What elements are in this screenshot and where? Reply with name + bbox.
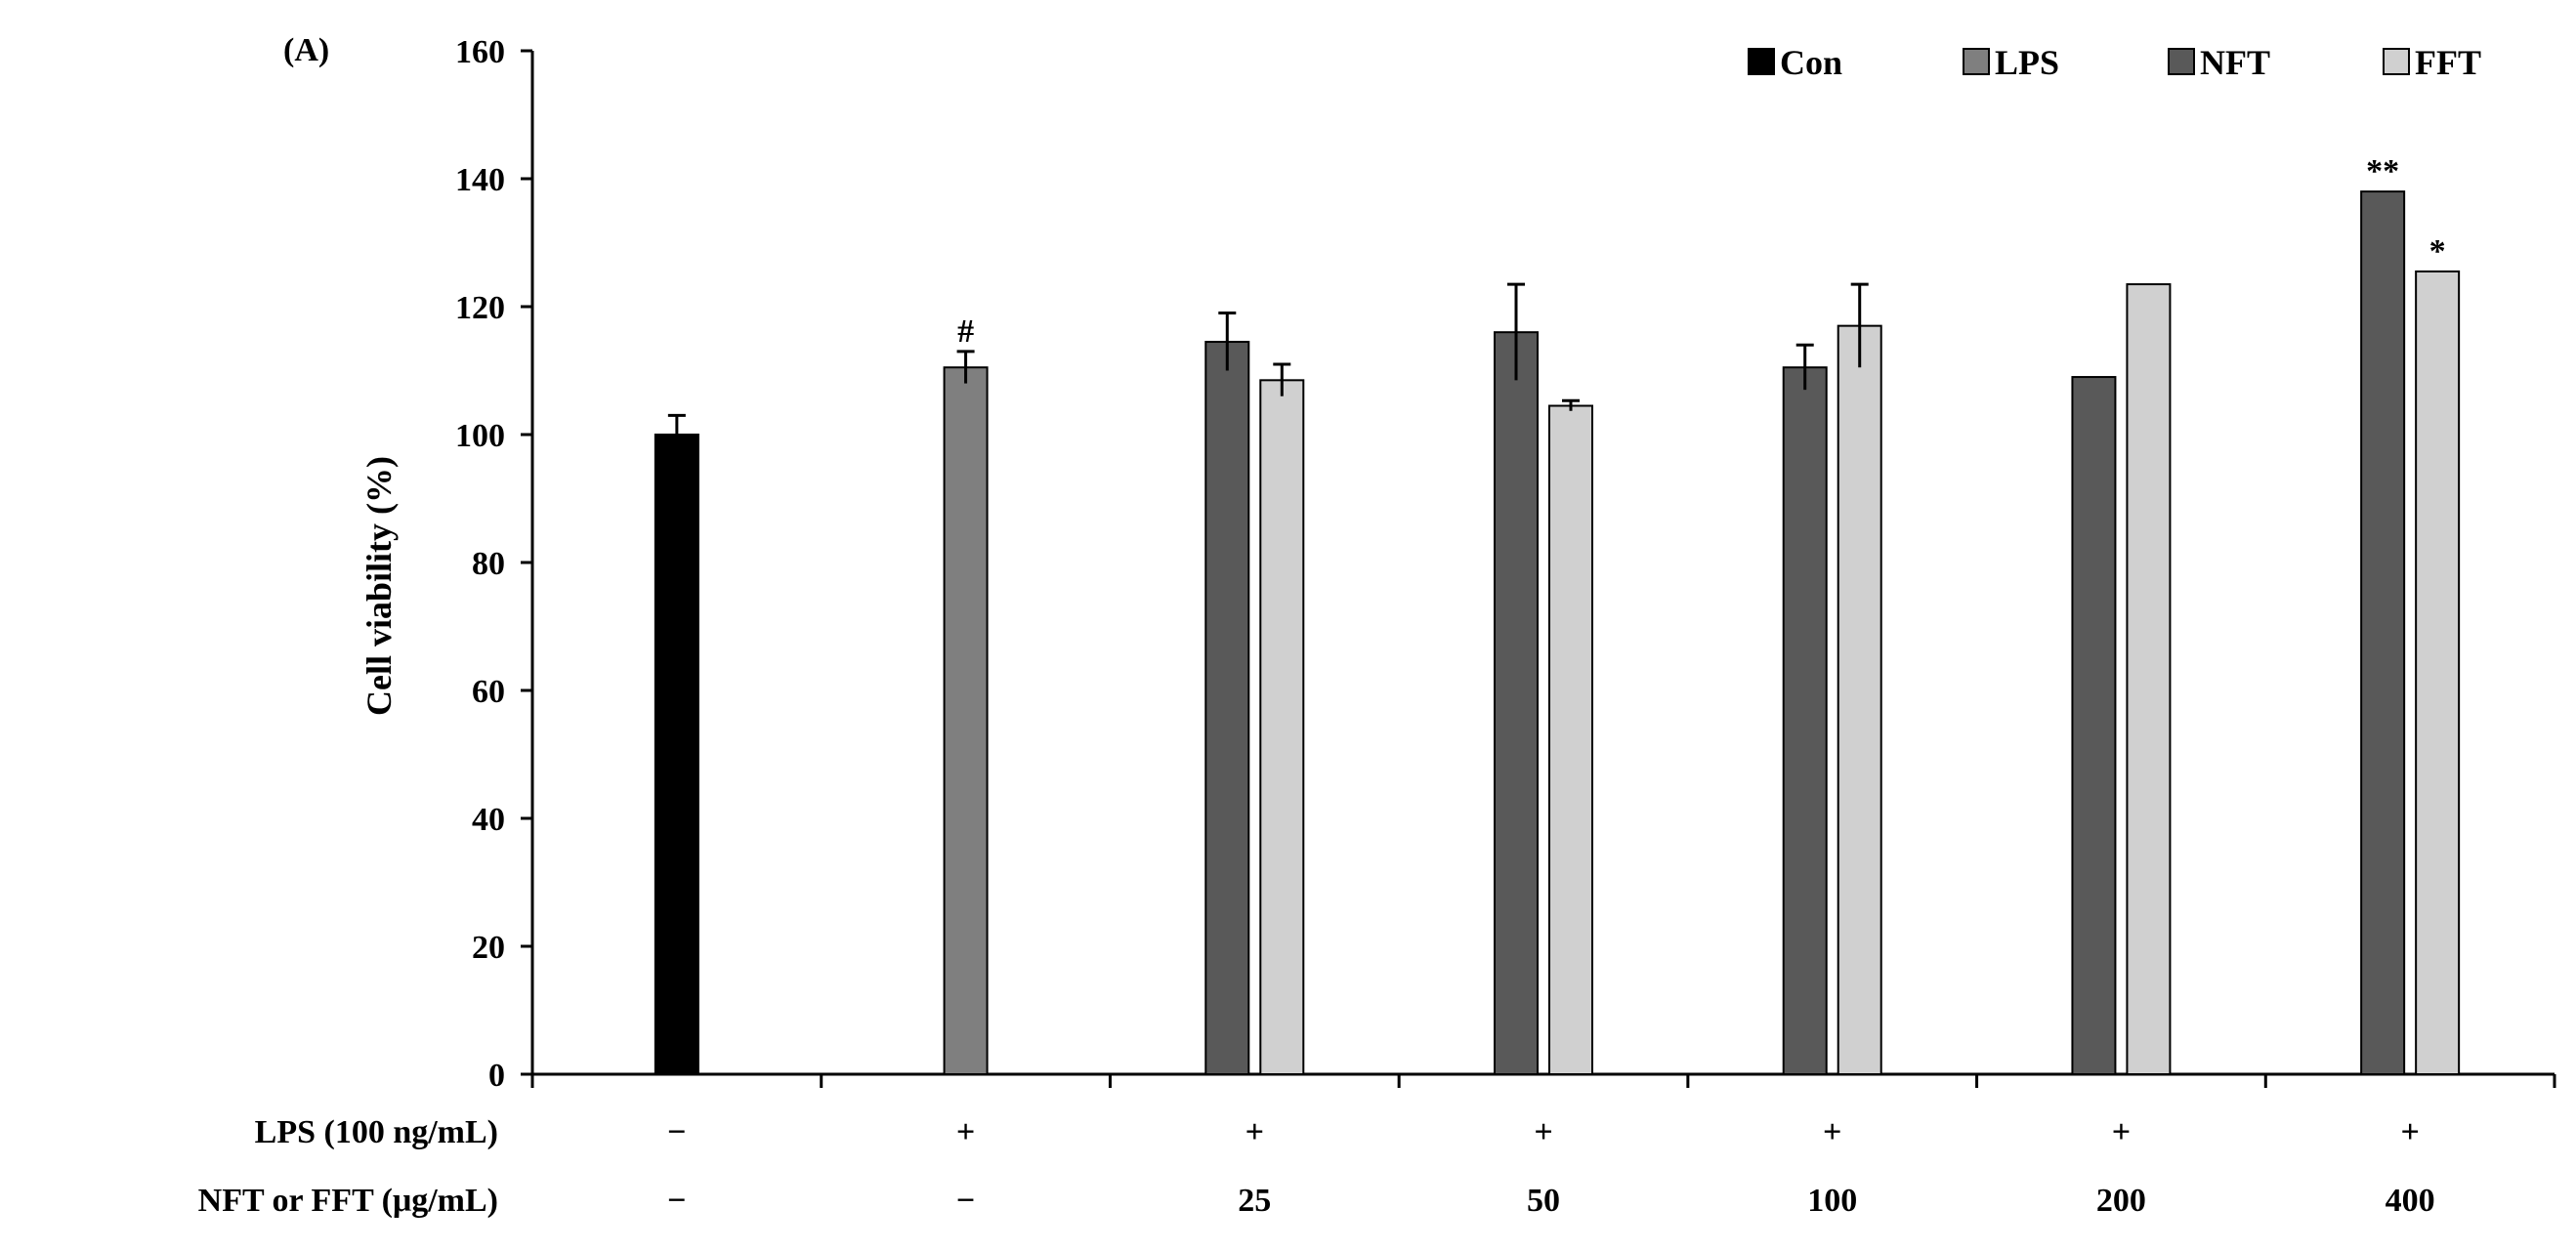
bar-lps (943, 366, 989, 1076)
dose-value: − (667, 1183, 686, 1219)
y-tick-label: 0 (488, 1058, 505, 1094)
bar-fft (1259, 379, 1305, 1075)
bar-nft (2071, 376, 2117, 1075)
bar-nft (1204, 341, 1250, 1075)
y-tick-label: 40 (472, 802, 505, 838)
lps-value: − (667, 1114, 686, 1150)
x-axis-rows: LPS (100 ng/mL) NFT or FFT (μg/mL) − − + − +25… (198, 1114, 2435, 1219)
bars: #*** (654, 153, 2461, 1076)
significance-marker: ** (2366, 153, 2399, 189)
dose-value: 200 (2096, 1183, 2146, 1219)
legend-label-nft: NFT (2200, 43, 2270, 82)
y-tick-label: 140 (455, 162, 505, 198)
lps-value: + (2400, 1114, 2419, 1150)
bar-fft (2415, 270, 2461, 1076)
bar-nft (2360, 190, 2406, 1076)
significance-marker: # (957, 313, 974, 350)
bar-nft (1782, 366, 1828, 1076)
significance-marker: * (2429, 233, 2446, 270)
dose-value: 100 (1807, 1183, 1857, 1219)
y-tick-label: 20 (472, 930, 505, 966)
lps-value: + (956, 1114, 975, 1150)
legend-label-lps: LPS (1995, 43, 2059, 82)
row-label-dose: NFT or FFT (μg/mL) (198, 1183, 498, 1219)
row-label-lps: LPS (100 ng/mL) (255, 1114, 498, 1150)
legend-label-con: Con (1780, 43, 1842, 82)
y-axis-label: Cell viability (%) (359, 456, 399, 716)
y-tick-label: 160 (455, 34, 505, 70)
dose-value: − (956, 1183, 975, 1219)
legend-swatch-fft (2383, 48, 2410, 75)
bar-con (654, 434, 699, 1075)
legend-swatch-lps (1963, 48, 1990, 75)
lps-value: + (2112, 1114, 2131, 1150)
dose-value: 400 (2386, 1183, 2435, 1219)
legend-label-fft: FFT (2415, 43, 2481, 82)
y-tick-label: 60 (472, 674, 505, 710)
bar-fft (2126, 283, 2172, 1075)
y-tick-label: 100 (455, 418, 505, 454)
legend-swatch-con (1748, 48, 1775, 75)
lps-value: + (1534, 1114, 1552, 1150)
y-tick-label: 80 (472, 546, 505, 582)
axes: 0 20 40 60 80 100 120 140 160 (455, 34, 2556, 1094)
lps-value: + (1246, 1114, 1264, 1150)
lps-value: + (1823, 1114, 1841, 1150)
dose-value: 25 (1238, 1183, 1271, 1219)
bar-fft (1548, 404, 1593, 1075)
dose-value: 50 (1527, 1183, 1560, 1219)
panel-label: (A) (283, 32, 329, 68)
y-tick-label: 120 (455, 290, 505, 326)
bar-fft (1837, 324, 1882, 1075)
bar-nft (1494, 331, 1539, 1075)
legend-swatch-nft (2168, 48, 2195, 75)
legend: Con LPS NFT FFT (1748, 43, 2481, 82)
